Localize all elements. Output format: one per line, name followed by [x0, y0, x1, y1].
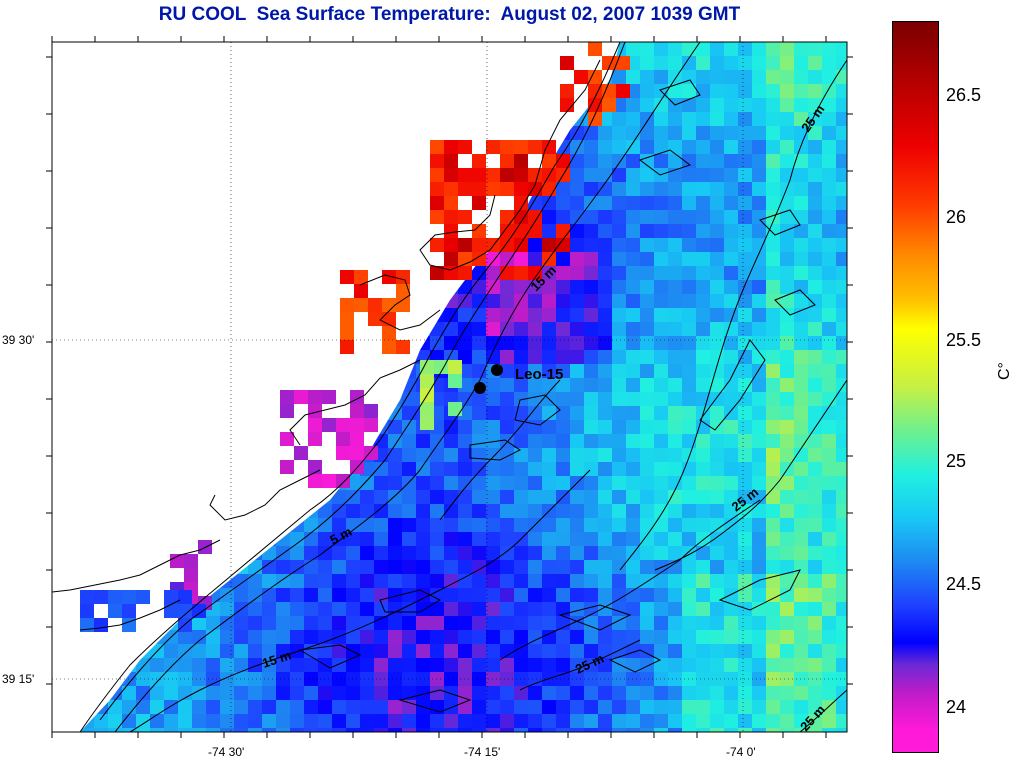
map-title: RU COOL Sea Surface Temperature: August …	[158, 4, 741, 25]
colorbar-tick-label: 26.5	[946, 85, 982, 105]
y-tick-label: 39 30'	[2, 333, 35, 347]
stations: Leo-15	[474, 364, 563, 394]
coastline	[52, 42, 621, 732]
y-tick-label: 39 15'	[2, 672, 35, 686]
bay-sst-field	[80, 42, 630, 632]
station-marker	[474, 382, 486, 394]
station-marker-leo15	[491, 364, 503, 376]
axis-ticks	[46, 36, 853, 738]
x-tick-label: -74 15'	[464, 745, 501, 759]
colorbar-tick-label: 26	[946, 207, 967, 227]
plot-frame	[51, 41, 848, 733]
colorbar-tick-label: 24.5	[946, 574, 982, 594]
station-label: Leo-15	[515, 366, 563, 383]
colorbar-tick-label: 24	[946, 697, 967, 717]
colorbar-unit: C°	[996, 362, 1013, 380]
colorbar-tick-label: 25.5	[946, 330, 982, 350]
colorbar-tick-label: 25	[946, 451, 967, 471]
bathymetry-contours	[99, 42, 847, 732]
x-tick-label: -74 0'	[726, 745, 756, 759]
x-tick-label: -74 30'	[208, 745, 245, 759]
grid	[52, 42, 847, 732]
colorbar	[892, 21, 939, 753]
